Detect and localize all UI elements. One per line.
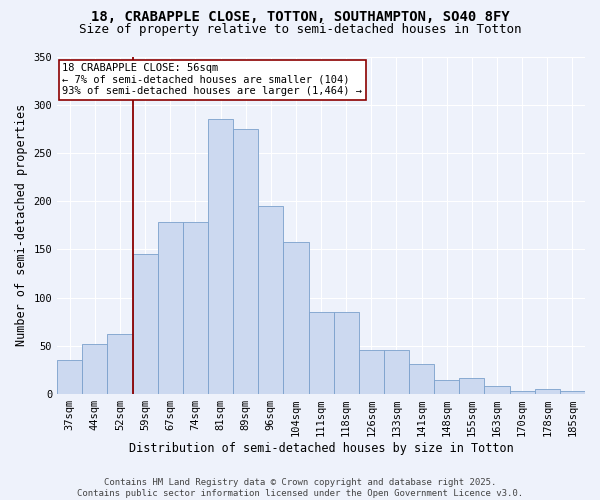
Bar (233, 129, 258, 394)
Bar (107, 334, 133, 394)
Text: Contains HM Land Registry data © Crown copyright and database right 2025.
Contai: Contains HM Land Registry data © Crown c… (77, 478, 523, 498)
Bar (359, 350, 384, 394)
Bar (183, 222, 208, 394)
Bar (535, 390, 560, 394)
Bar (484, 386, 509, 394)
Bar (208, 119, 233, 394)
Bar (283, 242, 308, 394)
Bar (133, 254, 158, 394)
X-axis label: Distribution of semi-detached houses by size in Totton: Distribution of semi-detached houses by … (129, 442, 514, 455)
Bar (384, 350, 409, 394)
Text: 18 CRABAPPLE CLOSE: 56sqm
← 7% of semi-detached houses are smaller (104)
93% of : 18 CRABAPPLE CLOSE: 56sqm ← 7% of semi-d… (62, 64, 362, 96)
Bar (434, 380, 460, 394)
Bar (409, 364, 434, 394)
Bar (57, 360, 82, 394)
Text: 18, CRABAPPLE CLOSE, TOTTON, SOUTHAMPTON, SO40 8FY: 18, CRABAPPLE CLOSE, TOTTON, SOUTHAMPTON… (91, 10, 509, 24)
Bar (509, 391, 535, 394)
Bar (82, 344, 107, 394)
Bar (460, 378, 484, 394)
Bar (560, 391, 585, 394)
Bar (158, 222, 183, 394)
Bar (308, 312, 334, 394)
Bar (334, 312, 359, 394)
Text: Size of property relative to semi-detached houses in Totton: Size of property relative to semi-detach… (79, 22, 521, 36)
Bar (258, 206, 283, 394)
Y-axis label: Number of semi-detached properties: Number of semi-detached properties (15, 104, 28, 346)
